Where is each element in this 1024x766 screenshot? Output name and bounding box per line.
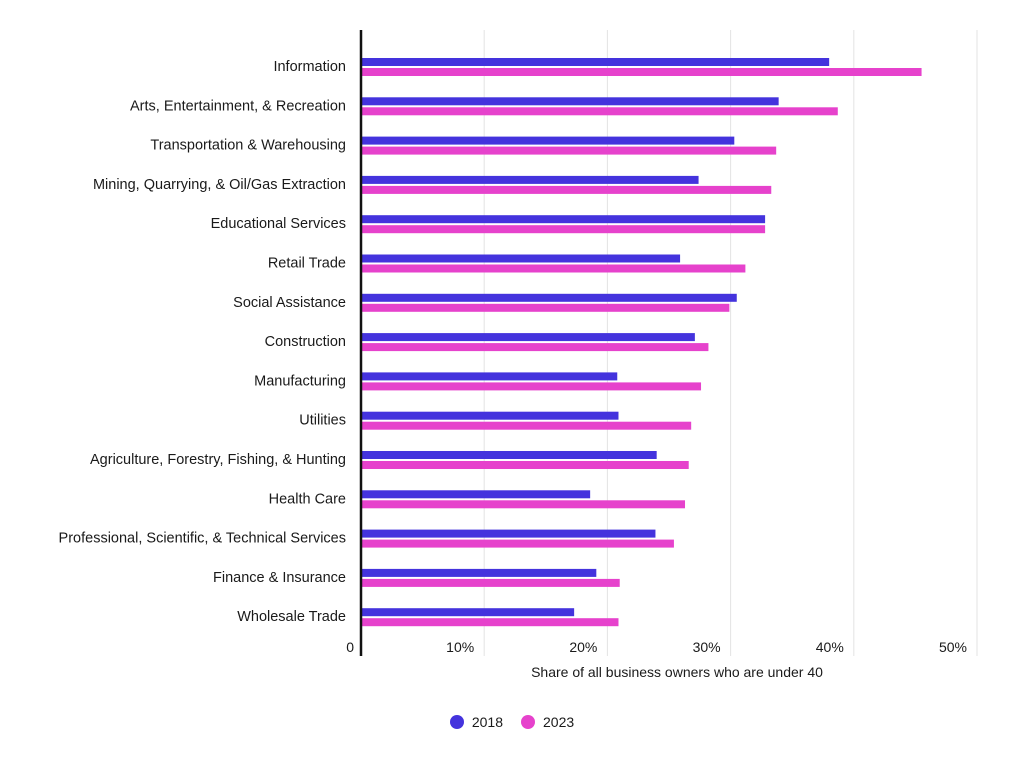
category-label: Health Care [269,491,346,507]
bar-2023[interactable] [362,421,692,430]
category-label: Social Assistance [233,295,346,311]
category-label: Utilities [299,413,346,429]
bar-2018[interactable] [362,608,575,617]
bar-2023[interactable] [362,68,922,76]
bar-2018[interactable] [362,136,735,145]
legend-item-2023[interactable]: 2023 [521,714,574,730]
bar-2018[interactable] [362,333,695,342]
bar-2023[interactable] [362,578,620,587]
category-label: Professional, Scientific, & Technical Se… [59,531,346,547]
legend-swatch-2023 [521,715,535,729]
bar-2018[interactable] [362,58,830,66]
category-label: Manufacturing [254,373,346,389]
bar-2023[interactable] [362,303,730,312]
bar-2023[interactable] [362,461,689,469]
x-axis-ticks: 0 10% 20% 30% 40% 50% [346,639,967,655]
bar-2018[interactable] [362,372,618,381]
legend-label-2018: 2018 [471,714,503,730]
x-tick-label: 0 [346,639,354,655]
legend-swatch-2018 [449,715,464,729]
bar-2018[interactable] [362,293,737,302]
category-label: Educational Services [211,216,346,232]
bar-2018[interactable] [362,254,681,263]
category-label: Mining, Quarrying, & Oil/Gas Extraction [93,177,346,193]
bar-2023[interactable] [362,343,709,352]
x-tick-label: 30% [693,639,721,655]
category-labels: Information Arts, Entertainment, & Recrea… [59,59,346,625]
bar-2018[interactable] [362,490,591,499]
bars [362,58,922,627]
bar-2018[interactable] [362,97,779,106]
x-tick-label: 40% [816,639,844,655]
gridlines [483,30,978,656]
bar-2023[interactable] [362,264,746,273]
bar-2018[interactable] [362,215,766,224]
bar-2023[interactable] [362,146,777,155]
bar-2023[interactable] [362,500,686,509]
bar-2018[interactable] [362,529,656,538]
x-axis-title: Share of all business owners who are und… [531,664,823,680]
bar-2018[interactable] [362,451,657,459]
legend-item-2018[interactable]: 2018 [449,714,503,730]
category-label: Information [273,59,346,75]
legend: 2018 2023 [0,714,1024,730]
x-tick-label: 20% [569,639,597,655]
category-label: Construction [265,334,346,350]
bar-2018[interactable] [362,175,699,184]
category-label: Transportation & Warehousing [150,138,346,154]
bar-2023[interactable] [362,618,619,627]
category-label: Wholesale Trade [237,609,346,625]
bar-2023[interactable] [362,107,838,116]
bar-2018[interactable] [362,568,597,577]
category-label: Agriculture, Forestry, Fishing, & Huntin… [90,452,346,468]
bar-2018[interactable] [362,411,619,420]
bar-2023[interactable] [362,539,674,548]
legend-label-2023: 2023 [543,714,575,730]
x-tick-label: 50% [939,639,967,655]
x-tick-label: 10% [446,639,474,655]
category-label: Finance & Insurance [213,570,346,586]
category-label: Arts, Entertainment, & Recreation [130,98,346,114]
category-label: Retail Trade [268,256,346,272]
bar-2023[interactable] [362,225,766,234]
bar-2023[interactable] [362,382,702,391]
bar-2023[interactable] [362,185,772,194]
